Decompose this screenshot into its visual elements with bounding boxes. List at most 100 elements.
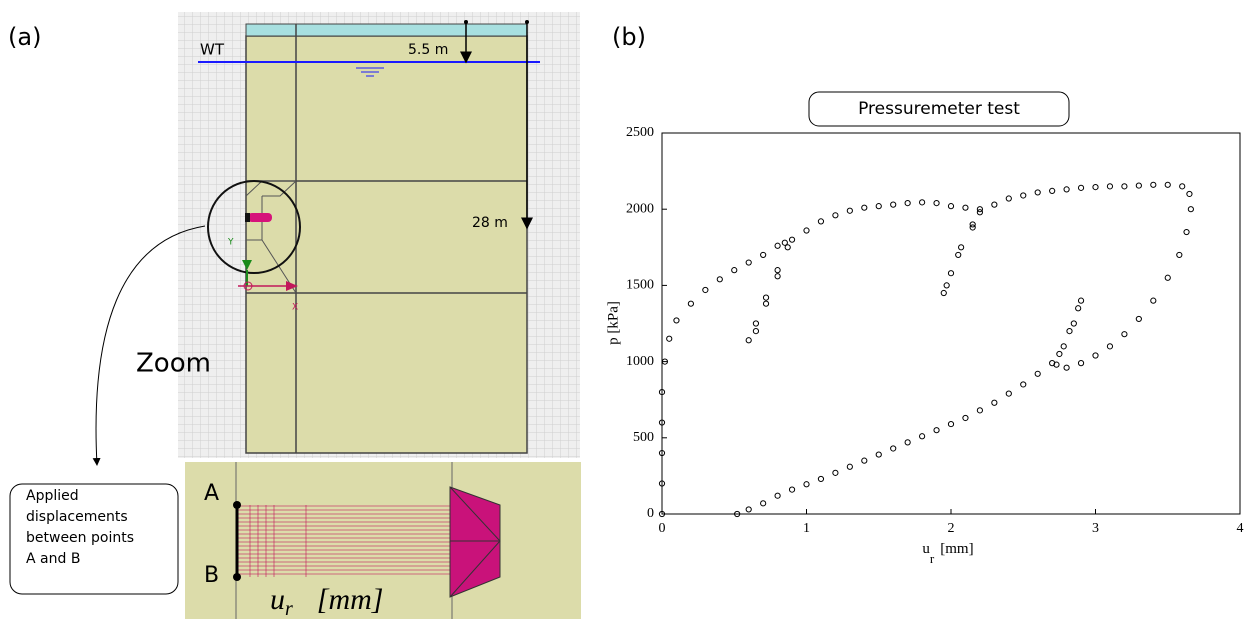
data-point	[976, 407, 984, 414]
data-point	[1005, 195, 1012, 202]
zoom-label: Zoom	[136, 349, 211, 379]
probe	[248, 213, 272, 222]
point-label: A	[204, 481, 219, 506]
data-point	[731, 267, 738, 274]
data-point	[846, 463, 853, 470]
data-point	[1176, 251, 1183, 259]
dimension-dot	[464, 20, 468, 24]
probe-end	[245, 213, 250, 222]
data-point	[1077, 360, 1085, 367]
displacement-vectors	[237, 505, 450, 577]
data-point	[1183, 228, 1190, 236]
data-point	[1056, 350, 1063, 358]
data-point	[781, 239, 788, 246]
title-box	[808, 91, 1070, 127]
panel-label: (a)	[8, 23, 41, 51]
data-point	[962, 414, 969, 422]
data-point	[752, 320, 760, 327]
zoom-circle	[207, 180, 301, 274]
data-point	[1150, 297, 1157, 304]
data-point	[1020, 192, 1027, 199]
data-point	[1121, 183, 1128, 190]
y-axis-label: p [kPa]	[605, 301, 621, 345]
data-point	[947, 203, 955, 210]
data-point	[969, 221, 976, 228]
data-point	[803, 481, 810, 488]
data-point	[658, 480, 666, 487]
data-point	[991, 399, 998, 406]
note-box	[9, 483, 179, 595]
chart-title: Pressuremeter test	[858, 99, 1020, 119]
data-point	[1005, 390, 1012, 397]
data-point	[658, 388, 666, 396]
data-point	[1070, 320, 1077, 327]
origin	[243, 281, 253, 291]
data-point	[947, 420, 955, 428]
axis-arrow	[286, 281, 298, 291]
data-point	[1164, 274, 1171, 281]
data-point	[661, 358, 668, 365]
data-point	[875, 451, 882, 458]
data-point	[774, 267, 781, 274]
x-tick-label: 4	[1237, 521, 1244, 536]
data-point	[890, 445, 897, 452]
data-point	[716, 276, 723, 283]
data-point	[658, 419, 666, 426]
data-point	[1075, 305, 1082, 312]
panel-label: (b)	[612, 23, 646, 51]
dimension-dot	[525, 20, 529, 24]
point-label: B	[204, 563, 219, 588]
data-point	[745, 259, 752, 266]
x-tick-label: 0	[659, 521, 666, 536]
displacement-vectors	[249, 505, 307, 577]
data-point	[1020, 381, 1027, 388]
data-point	[846, 207, 853, 214]
data-point	[1077, 184, 1085, 191]
data-point	[752, 328, 760, 335]
data-point	[658, 449, 666, 457]
data-point	[976, 206, 984, 213]
y-tick-label: 2000	[626, 201, 654, 216]
soil-domain	[245, 35, 528, 454]
data-point	[666, 335, 673, 342]
data-point	[734, 510, 741, 518]
x-tick-label: 1	[803, 521, 810, 536]
plot-frame	[661, 132, 1241, 515]
data-point	[762, 300, 770, 307]
axis-label: X	[292, 303, 298, 313]
data-point	[1164, 181, 1171, 188]
data-point	[1186, 190, 1193, 198]
data-point	[1135, 182, 1142, 189]
data-point	[1034, 189, 1041, 196]
data-point	[774, 273, 781, 280]
data-point	[1187, 206, 1194, 213]
data-point	[762, 294, 770, 301]
data-point	[687, 300, 695, 307]
data-point	[933, 427, 940, 434]
depth-label: 28 m	[472, 215, 508, 231]
data-point	[745, 337, 752, 344]
data-point	[947, 270, 955, 277]
axis-label: Y	[227, 238, 234, 248]
y-tick-label: 1500	[626, 278, 654, 293]
data-point	[817, 218, 825, 225]
data-point	[919, 433, 926, 440]
data-point	[1077, 297, 1085, 304]
probe-head	[449, 486, 501, 598]
data-point	[904, 439, 911, 446]
y-tick-label: 2500	[626, 125, 654, 140]
data-point	[969, 224, 976, 231]
data-point	[1121, 331, 1128, 338]
data-point	[1066, 328, 1073, 335]
y-tick-label: 1000	[626, 354, 654, 369]
data-point	[940, 289, 947, 297]
data-point	[919, 199, 926, 206]
data-point	[1092, 352, 1099, 359]
point-marker	[233, 573, 241, 581]
data-point	[1063, 364, 1070, 371]
data-point	[760, 251, 767, 259]
data-point	[933, 200, 940, 207]
data-point	[1179, 183, 1186, 190]
data-point	[875, 203, 882, 210]
